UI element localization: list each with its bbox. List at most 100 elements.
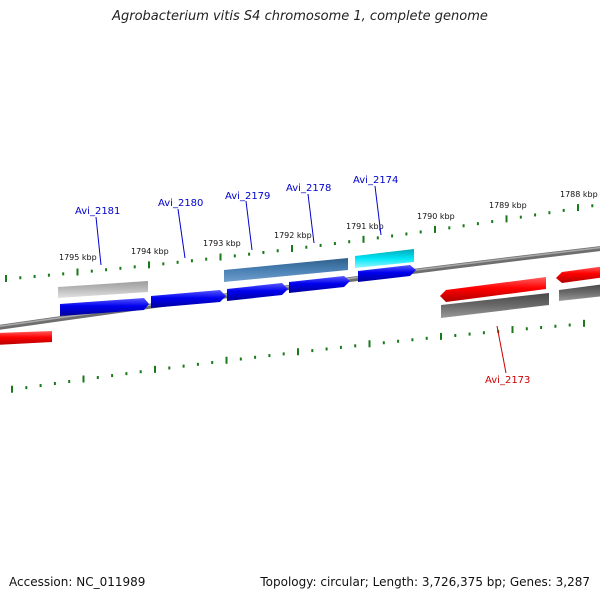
inner-scale-tick xyxy=(196,362,199,366)
gene-feature-avi-2174[interactable] xyxy=(355,249,414,268)
outer-scale-tick xyxy=(90,269,93,273)
gene-feature-avi-2178[interactable] xyxy=(289,276,350,293)
outer-scale-tick xyxy=(519,215,522,219)
leader-line-avi-2178 xyxy=(307,193,315,244)
leader-line-avi-2179 xyxy=(245,200,253,251)
gene-feature-gray-a[interactable] xyxy=(441,293,549,318)
outer-scale-tick xyxy=(47,273,50,277)
inner-scale-tick xyxy=(96,376,99,380)
outer-scale-tick xyxy=(448,226,451,230)
outer-scale-tick xyxy=(434,225,436,233)
map-title: Agrobacterium vitis S4 chromosome 1, com… xyxy=(112,9,488,24)
inner-scale-tick xyxy=(53,382,56,386)
outer-scale-tick xyxy=(76,268,79,276)
inner-scale-tick xyxy=(82,375,85,383)
outer-scale-tick xyxy=(405,232,408,236)
leader-line-avi-2173 xyxy=(496,325,507,374)
inner-scale-tick xyxy=(139,370,142,374)
inner-scale-tick xyxy=(39,384,42,388)
scale-label-1791: 1791 kbp xyxy=(346,222,384,231)
inner-scale-tick xyxy=(125,372,128,376)
outer-scale-tick xyxy=(462,224,465,228)
outer-scale-tick xyxy=(333,242,336,246)
gene-feature-red-left[interactable] xyxy=(0,331,52,345)
outer-scale-tick xyxy=(534,213,537,217)
outer-scale-tick xyxy=(133,265,136,269)
scale-label-1789: 1789 kbp xyxy=(489,201,527,210)
outer-scale-tick xyxy=(5,274,7,282)
inner-scale-tick xyxy=(454,333,457,337)
outer-scale-tick xyxy=(105,268,108,272)
inner-scale-tick xyxy=(211,361,214,365)
inner-scale-tick xyxy=(325,347,328,351)
inner-scale-tick xyxy=(282,352,285,356)
outer-scale-tick xyxy=(148,261,150,269)
scale-label-1794: 1794 kbp xyxy=(131,247,169,256)
gene-feature-avi-2181[interactable] xyxy=(58,281,148,298)
gene-feature-red-right[interactable] xyxy=(556,266,600,283)
inner-scale-tick xyxy=(11,385,13,393)
inner-scale-tick xyxy=(540,326,543,330)
inner-scale-tick xyxy=(583,319,585,327)
gene-label-avi-2180: Avi_2180 xyxy=(158,198,203,209)
outer-scale-tick xyxy=(419,230,422,234)
outer-scale-tick xyxy=(305,245,308,249)
inner-scale-tick xyxy=(68,380,71,384)
outer-scale-tick xyxy=(190,259,193,263)
outer-scale-tick xyxy=(262,250,265,254)
inner-scale-tick xyxy=(268,354,271,358)
outer-scale-tick xyxy=(291,244,293,252)
inner-scale-tick xyxy=(154,365,156,373)
inner-scale-ring xyxy=(11,319,585,393)
inner-scale-tick xyxy=(382,341,385,345)
outer-scale-tick xyxy=(248,252,251,256)
inner-scale-tick xyxy=(239,357,242,361)
gene-label-avi-2181: Avi_2181 xyxy=(75,206,120,217)
gene-feature-blue-c[interactable] xyxy=(227,283,288,301)
genome-stats-label: Topology: circular; Length: 3,726,375 bp… xyxy=(260,575,590,589)
inner-scale-tick xyxy=(440,332,442,340)
outer-scale-tick xyxy=(348,240,351,244)
outer-scale-tick xyxy=(119,266,122,270)
gene-feature-avi-2173[interactable] xyxy=(440,277,546,302)
outer-scale-tick xyxy=(233,254,236,258)
outer-scale-tick xyxy=(176,260,179,264)
gene-feature-avi-2180[interactable] xyxy=(151,290,226,308)
gene-feature-avi-2179[interactable] xyxy=(224,258,348,282)
gene-label-avi-2179: Avi_2179 xyxy=(225,191,270,202)
outer-scale-tick xyxy=(205,257,208,261)
leader-line-avi-2174 xyxy=(374,185,382,236)
inner-scale-tick xyxy=(468,332,471,336)
outer-scale-tick xyxy=(362,235,365,243)
outer-scale-tick xyxy=(33,274,36,278)
inner-scale-tick xyxy=(525,327,528,331)
outer-scale-ring xyxy=(5,204,594,282)
inner-scale-tick xyxy=(25,386,28,390)
outer-scale-tick xyxy=(505,215,508,223)
leader-line-avi-2181 xyxy=(95,216,102,266)
gene-feature-blue-e[interactable] xyxy=(358,265,416,282)
inner-scale-tick xyxy=(225,356,228,364)
inner-scale-tick xyxy=(254,355,257,359)
gene-feature-gray-b[interactable] xyxy=(559,284,600,301)
inner-scale-tick xyxy=(568,323,571,327)
outer-scale-tick xyxy=(319,243,322,247)
inner-scale-tick xyxy=(411,338,414,342)
outer-scale-tick xyxy=(219,253,222,261)
outer-scale-tick xyxy=(276,249,279,253)
outer-scale-tick xyxy=(562,208,565,212)
inner-scale-tick xyxy=(297,348,299,356)
inner-scale-tick xyxy=(311,349,314,353)
inner-scale-tick xyxy=(182,364,185,368)
outer-scale-tick xyxy=(19,276,22,280)
gene-feature-blue-a[interactable] xyxy=(60,298,149,316)
inner-scale-tick xyxy=(339,345,342,349)
inner-scale-tick xyxy=(168,366,171,370)
outer-scale-tick xyxy=(376,236,379,240)
gene-label-avi-2174: Avi_2174 xyxy=(353,175,398,186)
outer-scale-tick xyxy=(591,204,594,208)
inner-scale-tick xyxy=(554,324,557,328)
outer-scale-tick xyxy=(491,220,494,224)
leader-line-avi-2180 xyxy=(177,208,186,259)
